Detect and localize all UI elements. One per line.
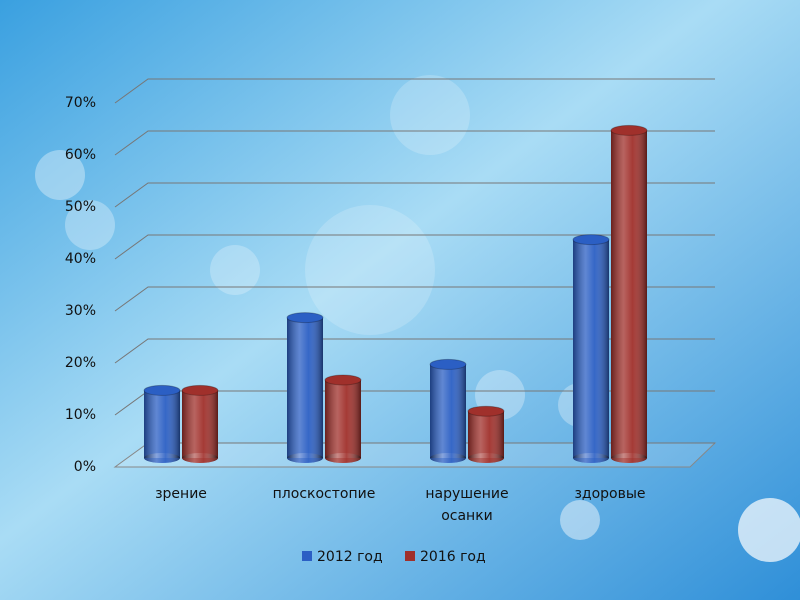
cylinder-top bbox=[181, 384, 219, 396]
cylinder-bottom-shade bbox=[430, 453, 466, 463]
cylinder bbox=[429, 358, 467, 463]
x-tick-label: здоровые bbox=[574, 486, 646, 502]
x-tick-label: зрение bbox=[155, 486, 207, 502]
grid-line bbox=[114, 338, 715, 364]
cylinder-bottom-shade bbox=[287, 453, 323, 463]
grid-line bbox=[114, 234, 715, 260]
cylinder bbox=[143, 384, 181, 463]
y-tick-label: 50% bbox=[65, 199, 96, 215]
cylinder-top bbox=[467, 405, 505, 417]
cylinder-shade bbox=[144, 390, 180, 458]
cylinder-top bbox=[143, 384, 181, 396]
cylinder-bottom-shade bbox=[611, 453, 647, 463]
y-tick-label: 30% bbox=[65, 303, 96, 319]
cylinder bbox=[324, 374, 362, 463]
cylinder-bottom-shade bbox=[573, 453, 609, 463]
legend-swatch bbox=[405, 551, 415, 561]
cylinder-shade bbox=[325, 380, 361, 458]
legend-label: 2016 год bbox=[420, 549, 486, 565]
grid-line bbox=[114, 182, 715, 208]
cylinder-bottom-shade bbox=[325, 453, 361, 463]
cylinder-bottom-shade bbox=[468, 453, 504, 463]
y-tick-label: 0% bbox=[74, 459, 96, 475]
cylinder-top bbox=[572, 234, 610, 246]
cylinder-shade bbox=[611, 130, 647, 458]
cylinder-top bbox=[429, 358, 467, 370]
y-tick-label: 40% bbox=[65, 251, 96, 267]
cylinder bbox=[610, 124, 648, 463]
grid-line bbox=[114, 286, 715, 312]
y-tick-label: 20% bbox=[65, 355, 96, 371]
cylinder-shade bbox=[468, 411, 504, 458]
cylinder-top bbox=[286, 312, 324, 324]
cylinder bbox=[286, 312, 324, 463]
y-tick-label: 10% bbox=[65, 407, 96, 423]
cylinder-bottom-shade bbox=[182, 453, 218, 463]
cylinder bbox=[467, 405, 505, 463]
cylinder-bottom-shade bbox=[144, 453, 180, 463]
x-tick-label: нарушение осанки bbox=[425, 486, 509, 524]
legend-label: 2012 год bbox=[317, 549, 383, 565]
cylinder-shade bbox=[573, 239, 609, 458]
y-tick-label: 60% bbox=[65, 147, 96, 163]
cylinder bbox=[181, 384, 219, 463]
y-tick-label: 70% bbox=[65, 95, 96, 111]
cylinder-shade bbox=[287, 317, 323, 458]
grid-line bbox=[114, 78, 715, 104]
cylinder-top bbox=[324, 374, 362, 386]
cylinder-shade bbox=[182, 390, 218, 458]
x-tick-label: плоскостопие bbox=[272, 486, 376, 502]
grid-line bbox=[114, 130, 715, 156]
cylinder-shade bbox=[430, 364, 466, 458]
cylinder-top bbox=[610, 124, 648, 136]
legend-swatch bbox=[302, 551, 312, 561]
cylinder bbox=[572, 234, 610, 463]
